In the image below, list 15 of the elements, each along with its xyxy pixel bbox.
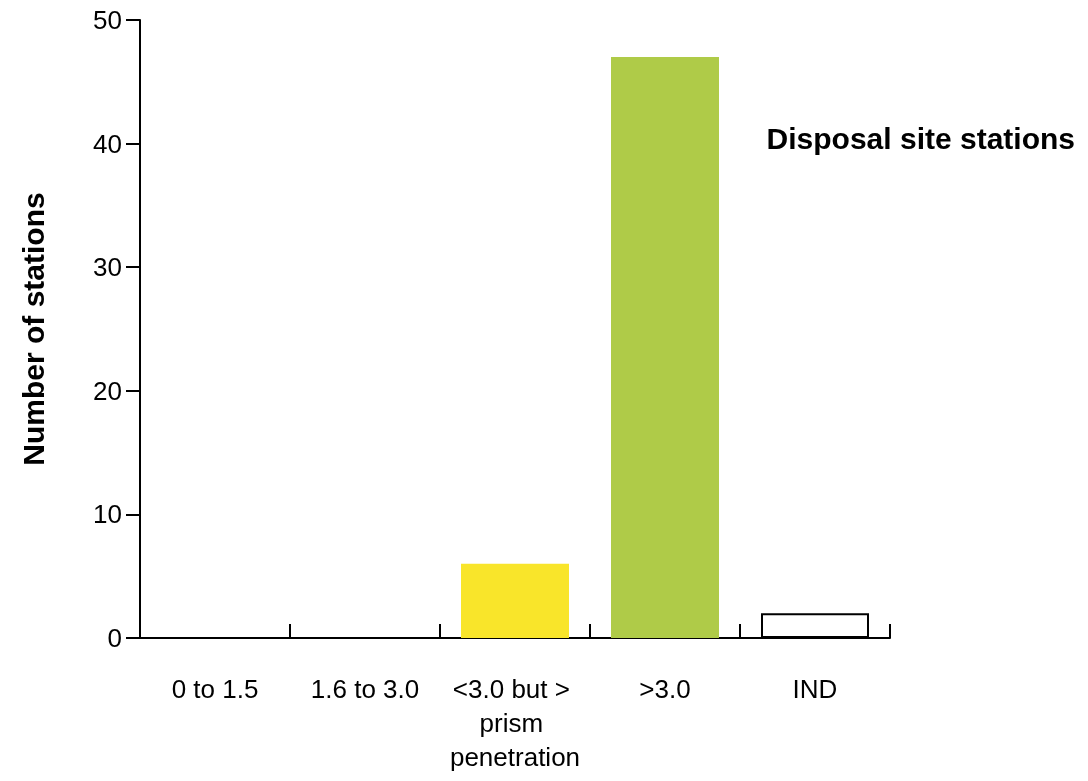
x-tick-label: >3.0 <box>639 674 691 704</box>
x-tick-label: IND <box>792 674 838 704</box>
x-tick-label: 0 to 1.5 <box>171 674 259 704</box>
y-tick-label: 20 <box>93 375 122 406</box>
y-tick-label: 10 <box>93 499 122 530</box>
x-tick-label: 1.6 to 3.0 <box>310 674 420 704</box>
y-tick-label: 30 <box>93 252 122 283</box>
bar <box>461 563 569 638</box>
y-axis-title: Number of stations <box>16 192 50 466</box>
bar <box>611 57 719 638</box>
x-tick-label: <3.0 but > prism penetration <box>449 674 581 772</box>
y-tick-label: 0 <box>107 623 122 653</box>
y-tick-label: 50 <box>93 5 122 35</box>
text: Disposal site stations <box>766 121 1076 155</box>
y-tick-label: 40 <box>93 128 122 159</box>
